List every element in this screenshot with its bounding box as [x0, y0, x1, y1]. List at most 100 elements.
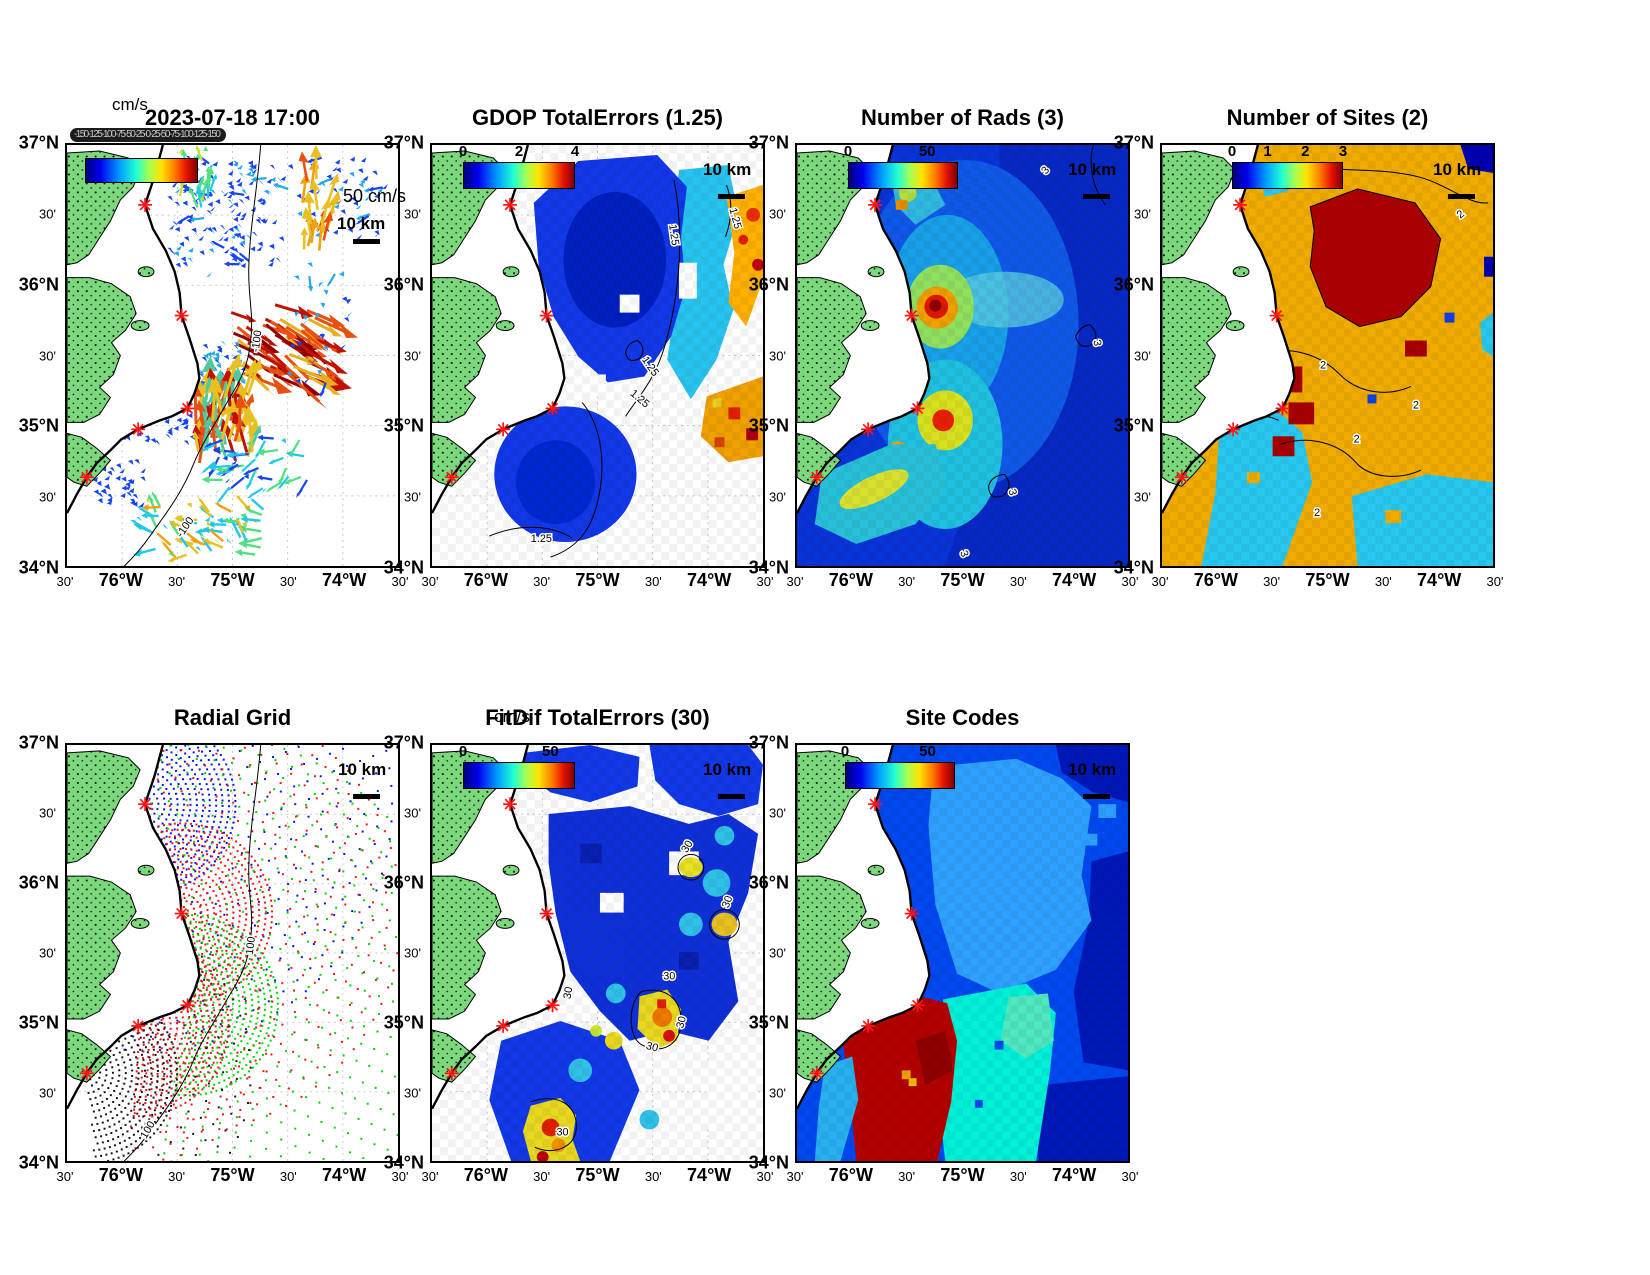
lat-tick-label: 30' [1134, 489, 1151, 505]
lon-tick-label: 30' [1121, 574, 1139, 589]
map-site-codes [795, 743, 1130, 1163]
lat-tick-label: 30' [39, 805, 56, 821]
lon-tick-label: 30' [279, 1169, 297, 1184]
lon-tick-label: 30' [786, 1169, 804, 1184]
distance-scale-bar [718, 194, 745, 199]
land [67, 745, 199, 1109]
svg-text:30: 30 [645, 1040, 660, 1055]
lat-tick-label: 35°N [1113, 415, 1154, 436]
lon-axis: 30' 76°W 30' 75°W 30' 74°W 30' [787, 1163, 1139, 1191]
lon-tick-label: 74°W [687, 570, 732, 590]
colorbar: 0 2 4 [459, 143, 579, 189]
colorbar-garbled-ticks: -150-125-100-75-50-25-0-25-50-75-100-125… [70, 128, 226, 142]
lat-tick-label: 34°N [748, 1152, 789, 1173]
lat-tick-label: 30' [39, 489, 56, 505]
lon-tick-label: 30' [421, 1169, 439, 1184]
distance-scale-bar [353, 794, 380, 799]
lon-tick-label: 30' [756, 1169, 774, 1184]
lat-axis: 37°N 30' 36°N 30' 35°N 30' 34°N [731, 733, 791, 1173]
lon-tick-label: 30' [1009, 1169, 1027, 1184]
panel-title: Number of Rads (3) [861, 105, 1064, 130]
colorbar-gradient [1232, 162, 1343, 189]
lat-tick-label: 35°N [748, 415, 789, 436]
lat-tick-label: 35°N [383, 1012, 424, 1033]
colorbar-tick: 50 [918, 143, 936, 160]
map-num-sites: 2 2 2 2 2 2 [1160, 143, 1495, 568]
depth-contour: 100 100 [123, 745, 262, 1161]
lon-tick-label: 75°W [575, 1165, 620, 1185]
lon-tick-label: 75°W [1305, 570, 1350, 590]
lat-tick-label: 35°N [748, 1012, 789, 1033]
distance-scale-label: 10 km [1068, 160, 1117, 179]
lat-tick-label: 36°N [748, 872, 789, 893]
lat-tick-label: 30' [769, 489, 786, 505]
lat-tick-label: 37°N [18, 732, 59, 753]
lon-tick-label: 30' [1009, 574, 1027, 589]
lon-tick-label: 30' [1374, 574, 1392, 589]
map-fitdif: 30 30 30 30 30 30 30 [430, 743, 765, 1163]
lat-tick-label: 30' [39, 348, 56, 363]
lat-tick-label: 34°N [383, 557, 424, 578]
lat-axis: 37°N 30' 36°N 30' 35°N 30' 34°N [366, 133, 426, 578]
lon-tick-label: 30' [898, 574, 916, 589]
lon-tick-label: 30' [56, 1169, 74, 1184]
lat-tick-label: 35°N [18, 415, 59, 436]
svg-text:1.25: 1.25 [531, 533, 552, 545]
lat-tick-label: 37°N [748, 132, 789, 153]
lat-tick-label: 34°N [1113, 557, 1154, 578]
distance-scale-bar [718, 794, 745, 799]
lat-tick-label: 30' [404, 489, 421, 505]
lat-tick-label: 35°N [18, 1012, 59, 1033]
svg-text:30: 30 [556, 1126, 568, 1138]
colorbar-gradient [463, 762, 575, 789]
lat-tick-label: 30' [1134, 348, 1151, 363]
units-label: cm/s [494, 707, 530, 726]
lat-axis: 37°N 30' 36°N 30' 35°N 30' 34°N [366, 733, 426, 1173]
lon-tick-label: 30' [533, 1169, 551, 1184]
panel-radial-grid: Radial Grid 100 100 10 km 37°N 30' 36°N 30'… [19, 705, 409, 1185]
colorbar: 0 1 2 3 [1228, 143, 1347, 189]
colorbar-tick: 2 [514, 143, 524, 160]
lon-tick-label: 30' [56, 574, 74, 589]
lon-tick-label: 74°W [687, 1165, 732, 1185]
lon-axis: 30' 76°W 30' 75°W 30' 74°W 30' [57, 568, 409, 596]
colorbar: 0 50 [459, 743, 575, 789]
lon-tick-label: 75°W [210, 1165, 255, 1185]
lat-axis: 37°N 30' 36°N 30' 35°N 30' 34°N [1, 133, 61, 578]
lon-tick-label: 74°W [322, 1165, 367, 1185]
lat-tick-label: 30' [404, 1085, 421, 1101]
colorbar [85, 158, 198, 183]
colorbar-tick: 50 [542, 743, 559, 760]
map-surface-currents: -100 -100 [65, 143, 400, 568]
lon-tick-label: 76°W [828, 1165, 873, 1185]
lat-tick-label: 36°N [748, 274, 789, 295]
svg-text:-100: -100 [250, 330, 265, 353]
panel-title: GDOP TotalErrors (1.25) [471, 105, 724, 130]
svg-text:3: 3 [1090, 339, 1103, 347]
panel-num-sites: Number of Sites (2) [1114, 105, 1504, 590]
lat-tick-label: 37°N [383, 132, 424, 153]
lon-axis: 30' 76°W 30' 75°W 30' 74°W 30' [57, 1163, 409, 1191]
lat-tick-label: 30' [404, 945, 421, 961]
panel-title: Site Codes [905, 705, 1020, 730]
lon-tick-label: 76°W [828, 570, 873, 590]
colorbar-tick: 0 [458, 143, 468, 160]
lon-tick-label: 74°W [322, 570, 367, 590]
lat-axis: 37°N 30' 36°N 30' 35°N 30' 34°N [731, 133, 791, 578]
lat-tick-label: 34°N [18, 1152, 59, 1173]
distance-scale-label: 10 km [1068, 760, 1117, 779]
lat-tick-label: 35°N [383, 415, 424, 436]
lat-tick-label: 36°N [383, 872, 424, 893]
lon-tick-label: 30' [898, 1169, 916, 1184]
distance-scale-bar [353, 239, 380, 244]
lat-tick-label: 30' [769, 348, 786, 363]
lat-axis: 37°N 30' 36°N 30' 35°N 30' 34°N [1, 733, 61, 1173]
colorbar-tick: 0 [843, 143, 853, 160]
lat-tick-label: 30' [39, 206, 56, 222]
lat-tick-label: 34°N [383, 1152, 424, 1173]
lat-tick-label: 30' [769, 206, 786, 222]
lat-tick-label: 36°N [383, 274, 424, 295]
lon-tick-label: 75°W [210, 570, 255, 590]
lat-tick-label: 37°N [1113, 132, 1154, 153]
panel-fitdif: FitDif TotalErrors (30) cm/s [384, 705, 774, 1185]
